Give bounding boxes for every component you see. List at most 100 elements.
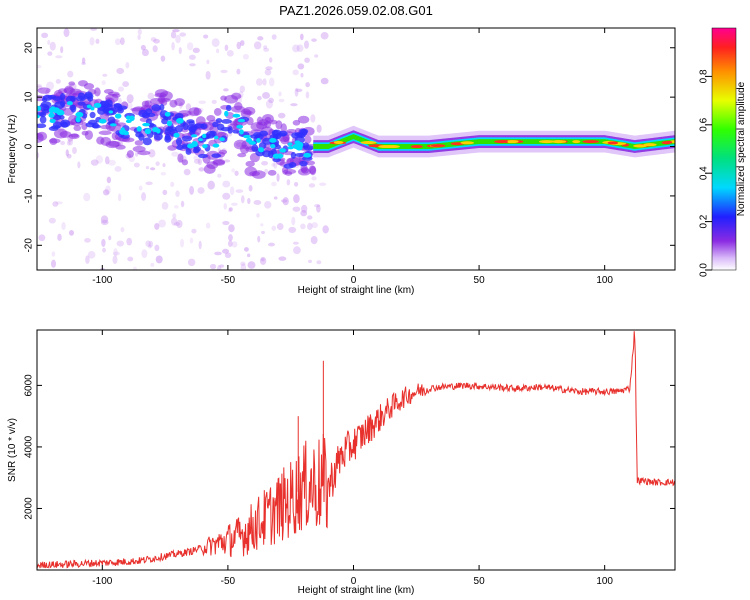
spectrogram-noise-speck bbox=[300, 33, 304, 41]
spectrogram-noise-speck bbox=[247, 261, 256, 269]
spectrogram-noise-speck bbox=[268, 242, 275, 247]
spectrogram-noise-speck bbox=[231, 202, 238, 206]
spectrogram-cyan-blob bbox=[202, 144, 208, 148]
spectrogram-noise-speck bbox=[291, 216, 296, 226]
spectrogram-noise-speck bbox=[187, 258, 196, 267]
spectrogram-blue-blob bbox=[217, 123, 225, 131]
spectrogram-purple-blob bbox=[105, 140, 120, 149]
spectrogram-purple-blob bbox=[126, 150, 134, 158]
spectrogram-noise-speck bbox=[114, 38, 121, 46]
spectrogram-noise-speck bbox=[175, 34, 181, 44]
spectrogram-noise-speck bbox=[311, 38, 317, 42]
snr-series-line bbox=[37, 331, 675, 569]
spectrogram-noise-speck bbox=[137, 34, 141, 40]
spectrogram-hot-spot bbox=[333, 140, 344, 144]
spectrogram-noise-speck bbox=[277, 112, 286, 119]
spectrogram-noise-speck bbox=[255, 78, 263, 86]
spectrogram-purple-blob bbox=[275, 120, 283, 130]
spectrogram-purple-blob bbox=[267, 169, 277, 176]
spectrogram-noise-speck bbox=[145, 166, 150, 170]
spectrogram-noise-speck bbox=[175, 190, 180, 197]
spectrogram-noise-speck bbox=[244, 247, 249, 252]
spectrogram-noise-speck bbox=[179, 32, 187, 37]
spectrogram-purple-blob bbox=[73, 125, 82, 132]
spectrogram-noise-speck bbox=[160, 55, 166, 62]
spectrogram-noise-speck bbox=[118, 86, 124, 92]
spectrogram-noise-speck bbox=[150, 37, 157, 42]
spectrogram-noise-speck bbox=[61, 222, 66, 231]
spectrogram-blue-blob bbox=[232, 129, 240, 134]
spectrogram-purple-blob bbox=[94, 87, 101, 97]
spectrogram-noise-speck bbox=[256, 213, 260, 218]
spectrogram-noise-speck bbox=[322, 225, 329, 234]
spectrogram-noise-speck bbox=[288, 226, 297, 234]
spectrogram-cyan-blob bbox=[237, 118, 246, 123]
spectrogram-cyan-blob bbox=[144, 128, 152, 135]
spectrogram-noise-speck bbox=[281, 199, 288, 203]
spectrogram-y-tick-label: -20 bbox=[24, 238, 35, 253]
spectrogram-noise-speck bbox=[222, 180, 231, 188]
spectrogram-hot-spot bbox=[430, 144, 446, 148]
spectrogram-noise-speck bbox=[282, 197, 289, 206]
spectrogram-noise-speck bbox=[314, 204, 321, 208]
spectrogram-y-axis-label: Frequency (Hz) bbox=[7, 115, 18, 184]
spectrogram-noise-speck bbox=[203, 34, 209, 39]
spectrogram-purple-blob bbox=[174, 98, 185, 106]
spectrogram-cyan-blob bbox=[37, 105, 42, 112]
spectrogram-noise-speck bbox=[316, 260, 322, 265]
spectrogram-noise-speck bbox=[220, 69, 228, 74]
spectrogram-cyan-blob bbox=[198, 138, 204, 142]
spectrogram-noise-speck bbox=[66, 140, 71, 146]
spectrogram-blue-blob bbox=[251, 144, 259, 152]
spectrogram-noise-speck bbox=[120, 227, 125, 233]
spectrogram-noise-speck bbox=[63, 28, 70, 38]
spectrogram-cyan-blob bbox=[239, 129, 244, 135]
spectrogram-noise-speck bbox=[236, 41, 242, 50]
spectrogram-cyan-blob bbox=[297, 141, 304, 148]
spectrogram-noise-speck bbox=[219, 264, 225, 268]
spectrogram-noise-speck bbox=[100, 215, 109, 224]
spectrogram-noise-speck bbox=[253, 199, 262, 206]
snr-panel: -100 -50 0 50 100 2000 4000 6000 Height of stra… bbox=[7, 329, 676, 596]
spectrogram-blue-blob bbox=[70, 104, 77, 113]
spectrogram-cyan-blob bbox=[114, 113, 122, 119]
spectrogram-noise-speck bbox=[141, 48, 149, 57]
spectrogram-blue-blob bbox=[299, 160, 308, 167]
spectrogram-noise-speck bbox=[271, 225, 277, 231]
spectrogram-purple-blob bbox=[231, 105, 246, 113]
spectrogram-noise-speck bbox=[263, 45, 268, 50]
spectrogram-blue-blob bbox=[39, 116, 47, 124]
spectrogram-hot-spot bbox=[551, 140, 567, 144]
spectrogram-blue-blob bbox=[215, 118, 223, 123]
spectrogram-noise-speck bbox=[222, 220, 230, 226]
spectrogram-purple-blob bbox=[308, 165, 317, 175]
spectrogram-purple-blob bbox=[304, 135, 312, 144]
spectrogram-noise-speck bbox=[55, 201, 63, 205]
spectrogram-purple-blob bbox=[218, 149, 228, 155]
colorbar-label: Normalized spectral amplitude bbox=[736, 81, 747, 216]
snr-plot-frame bbox=[36, 329, 676, 571]
spectrogram-purple-blob bbox=[193, 107, 200, 116]
spectrogram-noise-speck bbox=[271, 34, 277, 40]
spectrogram-blue-blob bbox=[77, 92, 86, 100]
spectrogram-noise-speck bbox=[257, 235, 261, 243]
spectrogram-noise-speck bbox=[173, 222, 180, 226]
spectrogram-noise-speck bbox=[300, 73, 304, 78]
spectrogram-noise-speck bbox=[106, 176, 112, 184]
spectrogram-noise-speck bbox=[105, 185, 111, 195]
spectrogram-noise-speck bbox=[125, 62, 130, 69]
spectrogram-noise-speck bbox=[294, 181, 299, 187]
spectrogram-noise-speck bbox=[178, 47, 182, 55]
spectrogram-y-tick-label: -10 bbox=[24, 188, 35, 203]
spectrogram-cyan-blob bbox=[156, 128, 161, 134]
spectrogram-cyan-blob bbox=[279, 148, 286, 153]
spectrogram-noise-speck bbox=[305, 82, 310, 88]
spectrogram-noise-speck bbox=[77, 161, 81, 169]
spectrogram-noise-speck bbox=[265, 99, 273, 109]
spectrogram-noise-speck bbox=[264, 200, 272, 209]
spectrogram-noise-speck bbox=[305, 91, 310, 99]
spectrogram-noise-speck bbox=[176, 219, 183, 229]
spectrogram-noise-speck bbox=[95, 155, 104, 164]
spectrogram-noise-speck bbox=[278, 91, 282, 97]
spectrogram-cyan-blob bbox=[75, 116, 81, 123]
